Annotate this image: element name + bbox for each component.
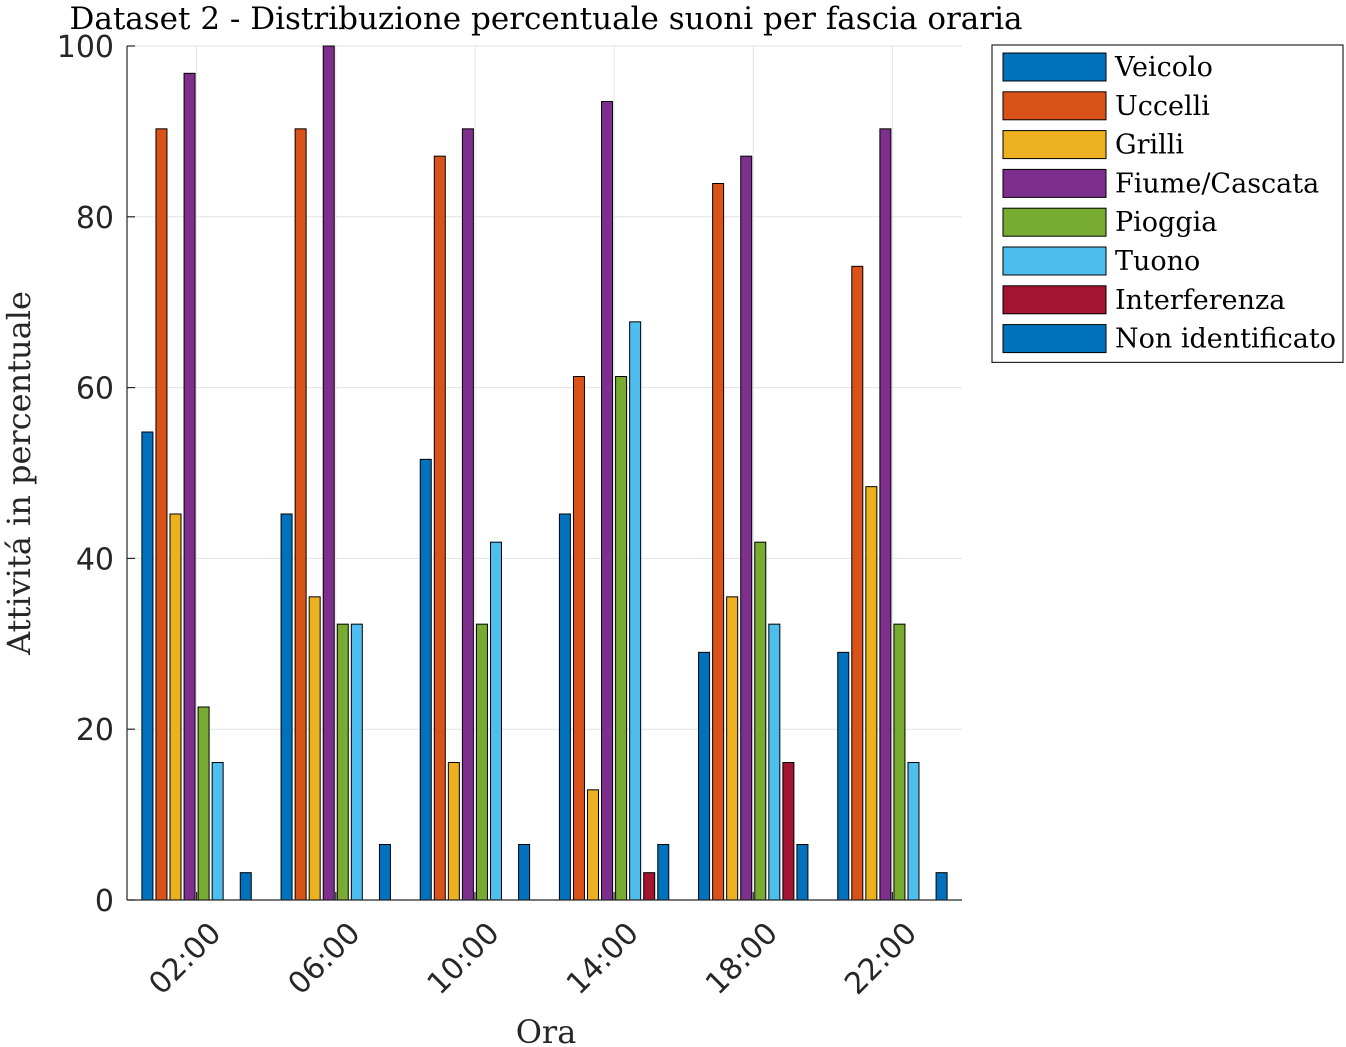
- bar-pioggia-1000: [475, 623, 488, 901]
- bar-grilli-1000: [447, 762, 460, 901]
- bar-fiume-cascata-2200: [879, 128, 892, 901]
- bar-veicolo-1000: [419, 458, 432, 901]
- x-axis-label: Ora: [516, 1013, 577, 1047]
- legend-swatch: [1002, 324, 1107, 354]
- bar-pioggia-0600: [336, 623, 349, 901]
- bar-grilli-2200: [865, 486, 878, 901]
- legend-label: Uccelli: [1115, 91, 1210, 122]
- bar-uccelli-1000: [433, 155, 446, 901]
- x-tick-label: 14:00: [560, 916, 646, 1002]
- bar-fiume-cascata-1400: [601, 101, 614, 901]
- legend-swatch: [1002, 168, 1107, 198]
- y-tick-label: 40: [76, 542, 114, 577]
- bar-fiume-cascata-0600: [322, 45, 335, 901]
- bar-pioggia-0200: [197, 706, 210, 901]
- legend-label: Tuono: [1115, 246, 1200, 277]
- bar-grilli-0200: [169, 513, 182, 901]
- bar-fiume-cascata-0200: [183, 72, 196, 901]
- bar-pioggia-1800: [754, 541, 767, 901]
- bar-fiume-cascata-1800: [740, 155, 753, 901]
- y-tick-labels: 0 20 40 60 80 100: [57, 30, 135, 919]
- legend-swatch: [1002, 52, 1107, 82]
- bar-uccelli-1800: [712, 182, 725, 901]
- legend: Veicolo Uccelli Grilli Fiume/Cascata Pioggia…: [991, 44, 1344, 363]
- bar-tuono-2200: [907, 762, 920, 901]
- bar-interferenza-1800: [782, 762, 795, 901]
- bar-pioggia-2200: [893, 623, 906, 901]
- legend-label: Non identificato: [1115, 324, 1336, 355]
- legend-label: Fiume/Cascata: [1115, 168, 1319, 199]
- legend-swatch: [1002, 285, 1107, 315]
- bar-uccelli-0600: [294, 128, 307, 901]
- legend-swatch: [1002, 246, 1107, 276]
- bar-fiume-cascata-1000: [461, 128, 474, 901]
- bar-veicolo-0200: [141, 431, 154, 901]
- bar-uccelli-0200: [155, 128, 168, 901]
- bar-tuono-1800: [768, 623, 781, 901]
- x-tick-label: 02:00: [142, 916, 228, 1002]
- chart-title: Dataset 2 - Distribuzione percentuale su…: [70, 1, 1023, 37]
- bar-veicolo-1400: [558, 513, 571, 901]
- bar-veicolo-2200: [837, 651, 850, 901]
- bar-tuono-0200: [211, 762, 224, 901]
- x-tick-labels: 02:00 06:00 10:00 14:00 18:00 22:00: [142, 892, 924, 1002]
- bar-uccelli-1400: [572, 375, 585, 901]
- grid-lines: [127, 45, 962, 901]
- bar-non-identificato-0200: [239, 872, 252, 901]
- bar-grilli-0600: [308, 596, 321, 901]
- bar-non-identificato-0600: [378, 843, 391, 901]
- bar-grilli-1800: [726, 596, 739, 901]
- y-axis-label: Attivitá in percentuale: [0, 291, 38, 656]
- x-tick-label: 18:00: [699, 916, 785, 1002]
- bar-interferenza-1400: [643, 872, 656, 901]
- bar-tuono-1400: [629, 321, 642, 901]
- bar-veicolo-1800: [698, 651, 711, 901]
- axes: [126, 46, 962, 901]
- bar-non-identificato-2200: [935, 872, 948, 901]
- legend-label: Pioggia: [1115, 207, 1217, 238]
- y-tick-label: 20: [76, 713, 114, 748]
- y-tick-label: 80: [76, 201, 114, 236]
- bar-non-identificato-1800: [796, 843, 809, 901]
- bar-uccelli-2200: [851, 265, 864, 901]
- legend-swatch: [1002, 207, 1107, 237]
- y-tick-label: 100: [57, 30, 114, 65]
- bar-tuono-0600: [350, 623, 363, 901]
- bar-series-group: [141, 45, 948, 901]
- bar-non-identificato-1400: [657, 843, 670, 901]
- x-tick-label: 06:00: [282, 916, 368, 1002]
- y-tick-label: 60: [76, 372, 114, 407]
- bar-tuono-1000: [489, 541, 502, 901]
- x-tick-label: 10:00: [421, 916, 507, 1002]
- legend-label: Grilli: [1115, 130, 1184, 161]
- bar-grilli-1400: [587, 789, 600, 901]
- y-tick-label: 0: [95, 884, 114, 919]
- legend-label: Interferenza: [1115, 285, 1285, 316]
- legend-swatch: [1002, 91, 1107, 121]
- bar-non-identificato-1000: [518, 843, 531, 901]
- legend-swatch: [1002, 130, 1107, 160]
- x-tick-label: 22:00: [838, 916, 924, 1002]
- bar-pioggia-1400: [615, 375, 628, 901]
- bar-veicolo-0600: [280, 513, 293, 901]
- legend-label: Veicolo: [1114, 52, 1213, 83]
